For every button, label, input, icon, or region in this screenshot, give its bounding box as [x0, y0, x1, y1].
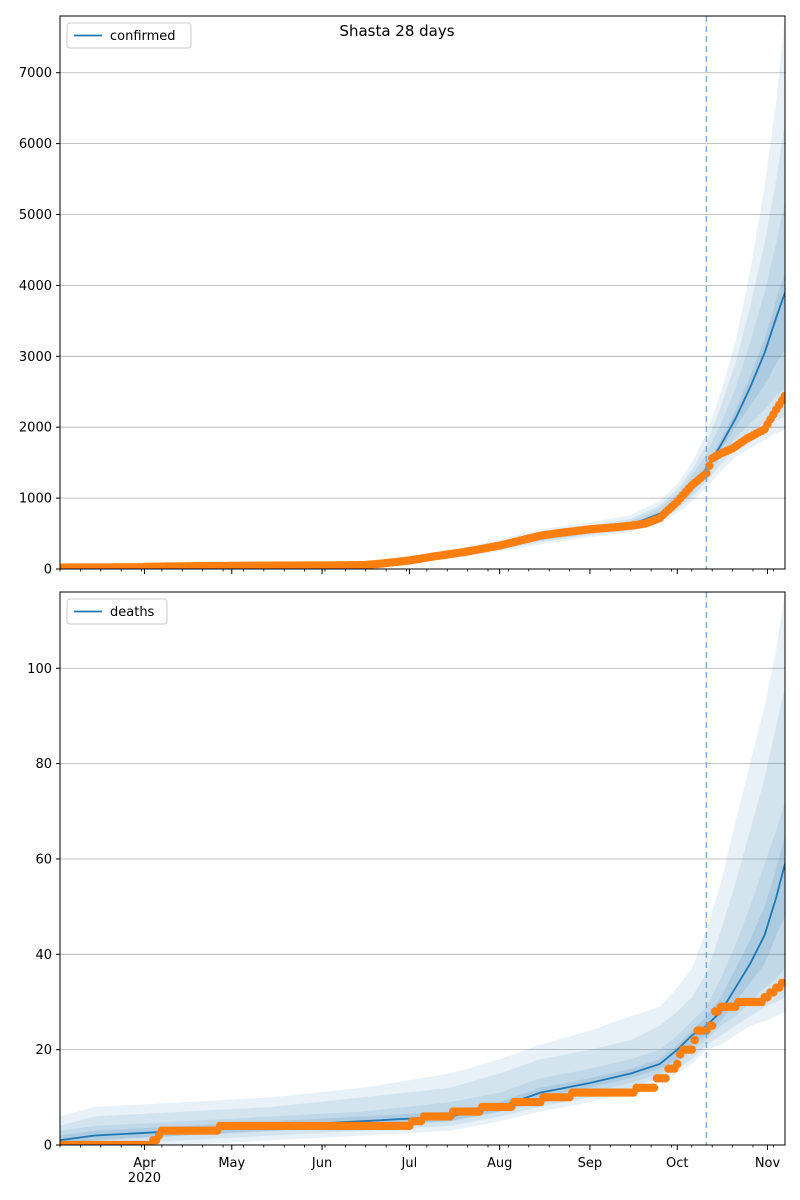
deaths-plot-area	[60, 592, 785, 1145]
x-tick-label: May	[218, 1156, 245, 1171]
observed-point	[780, 391, 785, 401]
y-tick-label: 6000	[19, 137, 52, 152]
y-tick-label: 4000	[19, 279, 52, 294]
legend-box	[66, 598, 168, 625]
y-tick-label: 20	[35, 1043, 52, 1058]
uncertainty-band-1	[60, 16, 785, 569]
observed-point	[708, 1021, 717, 1030]
observed-point	[649, 1083, 659, 1093]
observed-point	[673, 1059, 682, 1069]
confirmed-axes-frame	[59, 15, 786, 570]
observed-point	[777, 978, 785, 988]
y-tick-label: 0	[44, 563, 52, 578]
x-tick-label: Jul	[401, 1156, 418, 1171]
confirmed-model-line	[60, 292, 785, 569]
x-tick-label: Oct	[666, 1156, 688, 1171]
x-tick-label: Jun	[311, 1156, 332, 1171]
y-tick-label: 7000	[19, 66, 52, 81]
y-tick-label: 60	[35, 852, 52, 867]
y-tick-label: 80	[35, 757, 52, 772]
x-tick-label: Apr	[133, 1156, 156, 1171]
uncertainty-band-2	[60, 687, 785, 1145]
observed-point	[661, 1074, 670, 1083]
confirmed-legend: confirmed	[66, 22, 192, 49]
legend-box	[66, 22, 192, 49]
deaths-legend: deaths	[66, 598, 168, 625]
confirmed-chart: 0 1000 2000 3000 4000 5000 6000 7000 confirmed	[19, 15, 786, 578]
x-tick-label: Nov	[755, 1156, 781, 1171]
y-tick-label: 5000	[19, 208, 52, 223]
x-tick-label: Aug	[487, 1156, 512, 1171]
observed-point	[705, 461, 714, 470]
observed-point	[702, 469, 711, 478]
y-tick-label: 1000	[19, 492, 52, 507]
observed-point	[687, 1045, 696, 1054]
x-tick-label: Sep	[578, 1156, 603, 1171]
uncertainty-band-4	[60, 271, 785, 568]
y-tick-label: 2000	[19, 421, 52, 436]
legend-label: deaths	[110, 605, 155, 620]
legend-label: confirmed	[110, 29, 176, 44]
y-tick-label: 3000	[19, 350, 52, 365]
y-tick-label: 0	[44, 1139, 52, 1154]
deaths-axes-frame	[59, 591, 786, 1146]
y-tick-label: 100	[27, 662, 52, 677]
figure-title: Shasta 28 days	[339, 22, 454, 40]
observed-point	[690, 1035, 699, 1045]
deaths-chart: 0 20 40 60 80 100 Apr May Jun Jul Aug Sep Oct Nov 2020…	[27, 591, 786, 1186]
x-year-label: 2020	[128, 1171, 161, 1186]
y-tick-label: 40	[35, 948, 52, 963]
confirmed-plot-area	[60, 16, 785, 569]
